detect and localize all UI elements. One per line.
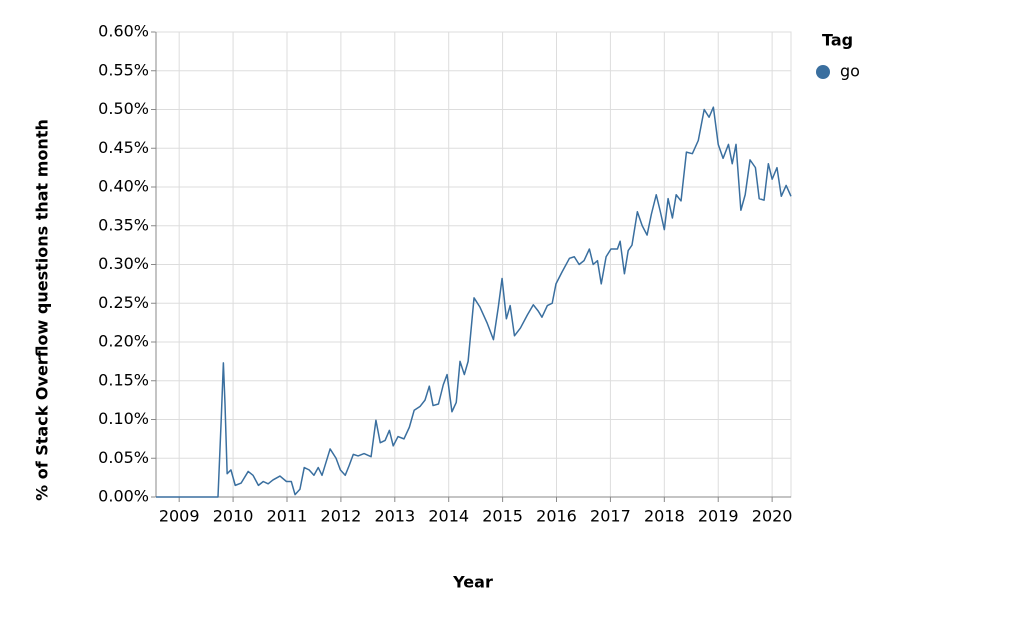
y-tick-label: 0.60% (98, 22, 149, 41)
x-tick-label: 2018 (644, 507, 685, 526)
y-tick-label: 0.10% (98, 409, 149, 428)
line (156, 106, 792, 498)
x-tick-label: 2015 (482, 507, 523, 526)
legend-symbol (816, 65, 830, 79)
x-tick-label: 2020 (752, 507, 793, 526)
y-tick-label: 0.00% (98, 487, 149, 506)
legend-label: go (840, 62, 860, 81)
y-tick-label: 0.50% (98, 99, 149, 118)
x-tick-label: 2017 (590, 507, 631, 526)
y-axis-title: % of Stack Overflow questions that month (33, 119, 52, 501)
y-tick-label: 0.35% (98, 215, 149, 234)
x-tick-label: 2011 (267, 507, 308, 526)
x-axis-title: Year (452, 573, 493, 592)
y-tick-label: 0.45% (98, 138, 149, 157)
y-tick-label: 0.15% (98, 370, 149, 389)
x-tick-label: 2009 (159, 507, 200, 526)
legend-title: Tag (822, 31, 853, 50)
x-tick-label: 2012 (321, 507, 362, 526)
y-tick-label: 0.40% (98, 177, 149, 196)
x-tick-label: 2010 (213, 507, 254, 526)
y-tick-label: 0.55% (98, 60, 149, 79)
x-tick-label: 2019 (698, 507, 739, 526)
y-tick-label: 0.05% (98, 448, 149, 467)
y-tick-label: 0.25% (98, 293, 149, 312)
x-tick-label: 2014 (428, 507, 469, 526)
x-tick-label: 2016 (536, 507, 577, 526)
y-tick-label: 0.20% (98, 332, 149, 351)
y-tick-label: 0.30% (98, 254, 149, 273)
x-tick-label: 2013 (374, 507, 415, 526)
